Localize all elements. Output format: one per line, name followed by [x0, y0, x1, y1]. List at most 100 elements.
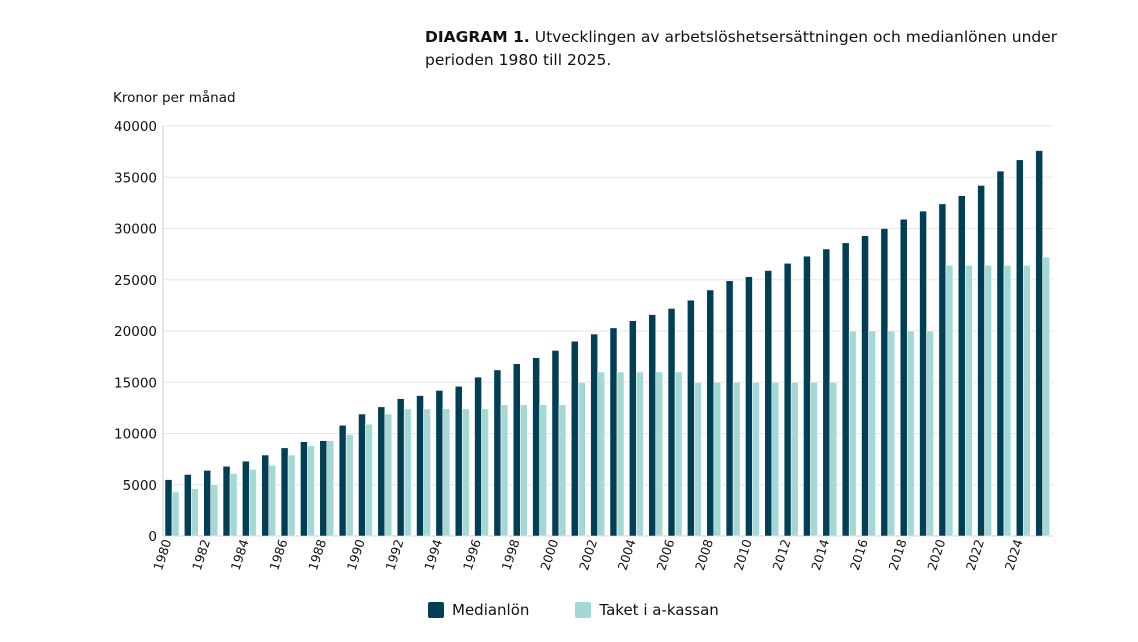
- bar-medianlon-2017: [880, 228, 889, 537]
- x-tick-label: 2010: [731, 537, 755, 572]
- bar-medianlon-1995: [454, 386, 463, 537]
- bar-taket-1997: [500, 404, 509, 537]
- bar-medianlon-2023: [996, 170, 1005, 537]
- x-tick-label: 1994: [421, 537, 445, 572]
- legend-swatch-taket: [575, 602, 592, 618]
- bar-medianlon-2018: [899, 219, 908, 537]
- x-tick-label: 2024: [1002, 537, 1026, 572]
- bar-medianlon-1993: [416, 395, 424, 537]
- bar-medianlon-2020: [938, 203, 947, 537]
- bar-taket-1994: [442, 408, 451, 537]
- bar-medianlon-2007: [687, 300, 695, 537]
- bar-medianlon-2005: [648, 314, 656, 537]
- bar-taket-2021: [965, 265, 973, 537]
- legend-label-medianlon: Medianlön: [452, 601, 530, 619]
- x-tick-label: 1984: [228, 537, 252, 572]
- bar-medianlon-2000: [551, 350, 560, 537]
- bar-medianlon-2019: [919, 210, 927, 537]
- bar-taket-2020: [945, 265, 954, 537]
- legend: Medianlön Taket i a-kassan: [428, 601, 719, 619]
- bar-medianlon-2015: [841, 242, 850, 537]
- legend-item-taket: Taket i a-kassan: [575, 601, 719, 619]
- y-tick-label: 15000: [114, 375, 157, 391]
- bar-medianlon-2011: [764, 270, 773, 537]
- bar-taket-1998: [520, 404, 528, 537]
- x-tick-label: 1986: [266, 537, 290, 572]
- bar-medianlon-2022: [977, 185, 985, 537]
- bar-medianlon-2004: [629, 320, 637, 537]
- x-tick-label: 2022: [963, 537, 987, 572]
- bar-medianlon-2012: [783, 263, 792, 537]
- bar-taket-2004: [636, 371, 644, 537]
- bar-taket-2009: [732, 382, 741, 537]
- bar-taket-2010: [752, 382, 760, 537]
- x-tick-label: 2020: [924, 537, 948, 572]
- bar-medianlon-1988: [319, 440, 328, 537]
- bar-medianlon-1983: [222, 466, 231, 537]
- legend-item-medianlon: Medianlön: [428, 601, 529, 619]
- bar-taket-2013: [810, 382, 818, 537]
- title-text: Utvecklingen av arbetslöshetsersättninge…: [425, 28, 1058, 69]
- x-tick-label: 1996: [460, 537, 484, 572]
- bar-taket-2014: [829, 382, 838, 537]
- bar-taket-1985: [268, 465, 276, 537]
- bar-medianlon-1980: [164, 479, 173, 537]
- bar-medianlon-1991: [377, 406, 386, 537]
- bar-medianlon-1994: [435, 390, 444, 537]
- bar-medianlon-1992: [396, 398, 405, 537]
- x-tick-label: 2002: [576, 537, 600, 572]
- y-tick-label: 0: [148, 529, 157, 545]
- bar-medianlon-1987: [300, 441, 308, 537]
- bar-medianlon-2025: [1035, 150, 1043, 537]
- bar-taket-1981: [191, 488, 199, 537]
- bar-taket-2006: [674, 371, 683, 537]
- bar-taket-1987: [307, 445, 315, 537]
- bar-medianlon-2008: [706, 289, 714, 537]
- x-tick-label: 1992: [382, 537, 406, 572]
- bar-taket-1995: [461, 408, 470, 537]
- bar-taket-2007: [694, 382, 702, 537]
- x-tick-label: 2008: [692, 537, 716, 572]
- bar-medianlon-1999: [532, 357, 540, 537]
- y-tick-label: 40000: [114, 119, 157, 135]
- y-tick-label: 10000: [114, 427, 157, 443]
- legend-swatch-medianlon: [428, 602, 444, 618]
- bar-taket-2023: [1003, 265, 1012, 537]
- bar-taket-1989: [345, 434, 354, 537]
- bar-taket-2017: [887, 330, 896, 537]
- bar-taket-2024: [1023, 265, 1031, 537]
- y-tick-label: 5000: [123, 478, 157, 494]
- x-tick-label: 1982: [189, 537, 213, 572]
- x-tick-label: 2016: [847, 537, 871, 572]
- y-tick-label: 30000: [114, 222, 157, 238]
- x-tick-label: 1998: [499, 537, 523, 572]
- bar-medianlon-1997: [493, 369, 502, 537]
- bar-taket-1996: [481, 408, 489, 537]
- y-axis-label: Kronor per månad: [113, 90, 236, 106]
- bar-taket-1986: [287, 454, 296, 537]
- bar-medianlon-1986: [280, 447, 289, 537]
- bar-medianlon-2013: [803, 255, 811, 537]
- bar-taket-2025: [1042, 256, 1050, 537]
- bar-medianlon-2009: [725, 280, 734, 537]
- bar-medianlon-2006: [667, 308, 676, 537]
- bar-taket-1982: [210, 484, 218, 537]
- bar-taket-2003: [616, 371, 625, 537]
- bar-taket-2005: [655, 371, 663, 537]
- bar-medianlon-2002: [590, 333, 598, 537]
- bar-medianlon-1981: [184, 474, 192, 537]
- legend-label-taket: Taket i a-kassan: [599, 601, 719, 619]
- y-tick-label: 35000: [114, 170, 157, 186]
- bar-medianlon-2001: [571, 341, 579, 537]
- bar-medianlon-2024: [1016, 159, 1024, 537]
- bar-taket-2019: [926, 330, 934, 537]
- x-tick-label: 2012: [769, 537, 793, 572]
- bar-medianlon-2014: [822, 248, 831, 537]
- x-tick-label: 2000: [537, 537, 561, 572]
- x-tick-label: 2018: [885, 537, 909, 572]
- bar-taket-1984: [249, 469, 257, 537]
- chart-title: DIAGRAM 1. Utvecklingen av arbetslöshets…: [425, 26, 1065, 72]
- bar-taket-2011: [771, 382, 780, 537]
